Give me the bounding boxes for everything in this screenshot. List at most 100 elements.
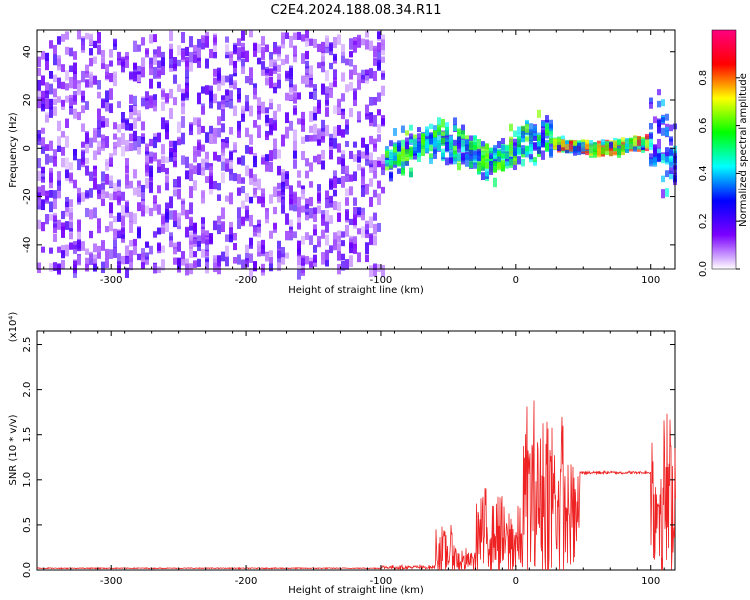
heatmap-cell: [313, 155, 317, 163]
heatmap-cell: [41, 166, 45, 174]
heatmap-cell: [529, 133, 533, 142]
heatmap-cell: [165, 93, 169, 103]
heatmap-cell: [173, 74, 177, 84]
heatmap-cell: [65, 46, 69, 55]
heatmap-cell: [657, 125, 661, 134]
heatmap-cell: [245, 165, 249, 177]
heatmap-cell: [357, 163, 361, 171]
heatmap-cell: [125, 255, 129, 265]
heatmap-cell: [293, 32, 297, 40]
heatmap-cell: [341, 93, 345, 102]
heatmap-cell: [205, 176, 209, 183]
heatmap-cell: [257, 240, 261, 252]
heatmap-cell: [97, 140, 101, 153]
heatmap-cell: [225, 44, 229, 55]
heatmap-cell: [421, 146, 425, 157]
heatmap-cell: [229, 227, 233, 239]
heatmap-cell: [89, 188, 93, 198]
heatmap-cell: [37, 192, 41, 200]
heatmap-cell: [149, 165, 153, 177]
heatmap-cell: [373, 235, 377, 246]
heatmap-cell: [137, 203, 141, 211]
heatmap-cell: [309, 181, 313, 188]
heatmap-cell: [73, 51, 77, 60]
heatmap-cell: [461, 124, 465, 135]
heatmap-cell: [53, 215, 57, 222]
heatmap-cell: [377, 222, 381, 232]
heatmap-cell: [461, 157, 465, 165]
heatmap-cell: [181, 50, 185, 60]
heatmap-cell: [473, 143, 477, 149]
heatmap-cell: [305, 158, 309, 167]
heatmap-cell: [45, 90, 49, 99]
heatmap-cell: [313, 84, 317, 91]
heatmap-cell: [421, 133, 425, 139]
heatmap-cell: [521, 145, 525, 155]
heatmap-cell: [241, 105, 245, 117]
heatmap-cell: [329, 245, 333, 254]
heatmap-cell: [45, 214, 49, 225]
heatmap-cell: [473, 155, 477, 161]
heatmap-cell: [101, 240, 105, 251]
heatmap-cell: [605, 143, 609, 151]
heatmap-cell: [361, 171, 365, 184]
heatmap-cell: [329, 215, 333, 224]
heatmap-cell: [53, 262, 57, 271]
heatmap-cell: [133, 40, 137, 53]
heatmap-cell: [61, 146, 65, 156]
heatmap-cell: [217, 194, 221, 201]
heatmap-cell: [289, 65, 293, 77]
heatmap-cell: [77, 230, 81, 243]
heatmap-cell: [193, 151, 197, 163]
heatmap-cell: [257, 57, 261, 65]
heatmap-cell: [513, 138, 517, 146]
heatmap-cell: [193, 230, 197, 241]
heatmap-cell: [257, 226, 261, 238]
heatmap-cell: [369, 68, 373, 79]
heatmap-cell: [501, 151, 505, 159]
heatmap-cell: [157, 60, 161, 69]
heatmap-cell: [289, 78, 293, 88]
heatmap-cell: [101, 50, 105, 57]
heatmap-cell: [45, 153, 49, 165]
heatmap-cell: [269, 98, 273, 109]
heatmap-cell: [429, 144, 433, 152]
heatmap-cell: [669, 170, 673, 180]
heatmap-cell: [325, 93, 329, 105]
heatmap-cell: [269, 68, 273, 77]
heatmap-cell: [221, 142, 225, 150]
heatmap-cell: [265, 114, 269, 123]
heatmap-cell: [113, 133, 117, 140]
heatmap-cell: [333, 36, 337, 49]
heatmap-cell: [317, 193, 321, 202]
heatmap-cell: [85, 71, 89, 78]
heatmap-cell: [665, 147, 669, 156]
colorbar-gradient: [711, 29, 737, 270]
heatmap-cell: [57, 77, 61, 89]
heatmap-cell: [49, 40, 53, 49]
heatmap-cell: [381, 163, 385, 170]
heatmap-cell: [149, 96, 153, 109]
heatmap-cell: [213, 127, 217, 136]
heatmap-cell: [245, 244, 249, 254]
heatmap-cell: [173, 63, 177, 72]
heatmap-cell: [305, 212, 309, 221]
heatmap-cell: [313, 88, 317, 101]
heatmap-cell: [93, 130, 97, 143]
heatmap-cell: [361, 226, 365, 238]
heatmap-cell: [505, 152, 509, 160]
heatmap-cell: [321, 119, 325, 132]
heatmap-cell: [209, 166, 213, 174]
heatmap-cell: [321, 229, 325, 239]
heatmap-cell: [529, 123, 533, 132]
heatmap-cell: [373, 114, 377, 127]
heatmap-cell: [501, 164, 505, 172]
y-tick-label: 0.0: [22, 562, 33, 578]
heatmap-cell: [509, 152, 513, 161]
heatmap-cell: [201, 226, 205, 237]
heatmap-cell: [145, 143, 149, 152]
heatmap-cell: [229, 168, 233, 181]
heatmap-cell: [181, 204, 185, 216]
heatmap-cell: [305, 76, 309, 85]
heatmap-cell: [133, 71, 137, 82]
